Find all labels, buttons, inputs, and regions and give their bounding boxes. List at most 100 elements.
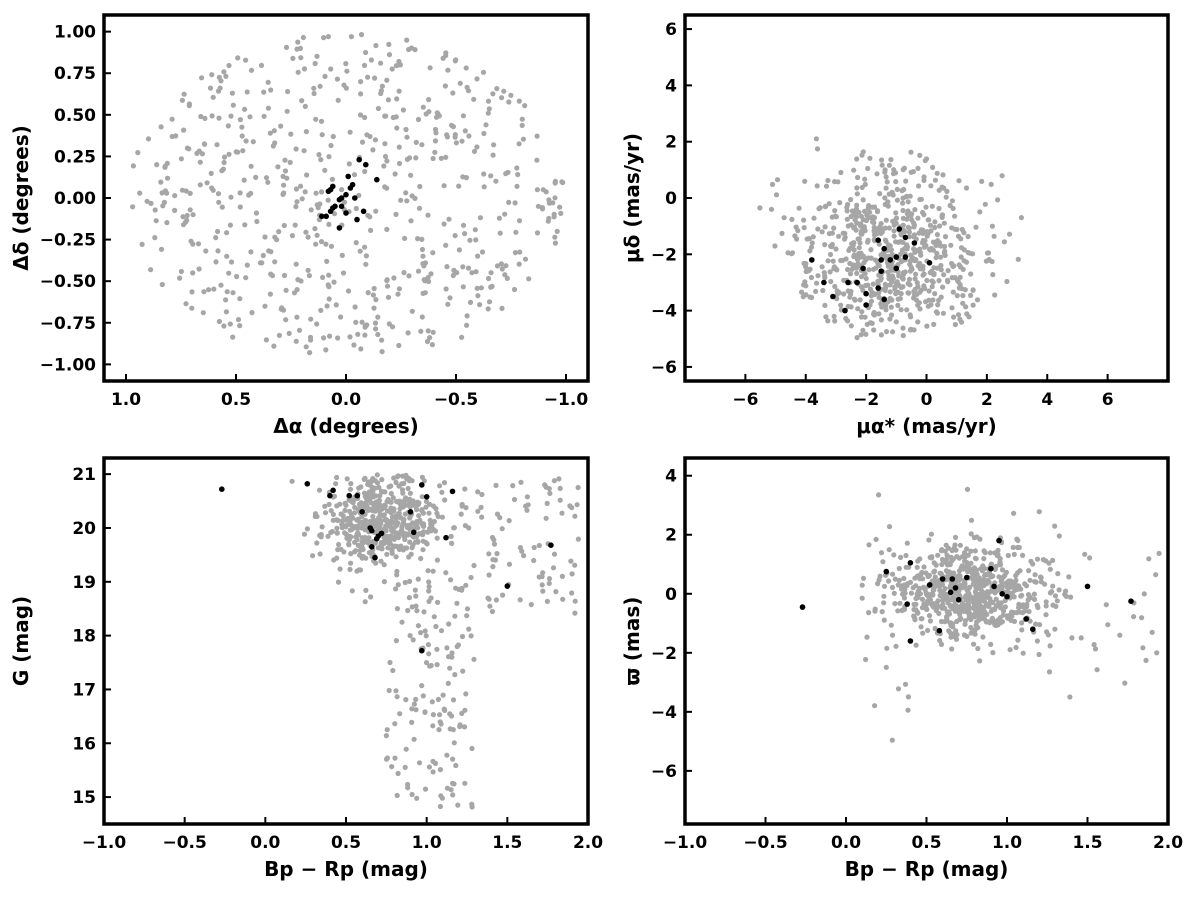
field-star-point — [912, 276, 918, 282]
field-star-point — [452, 233, 458, 239]
member-star-point — [338, 195, 345, 201]
field-star-point — [865, 255, 871, 261]
field-star-point — [237, 117, 243, 123]
field-star-point — [434, 510, 440, 516]
field-star-point — [848, 197, 854, 203]
field-star-point — [346, 161, 352, 167]
field-star-point — [854, 202, 860, 208]
field-star-point — [528, 601, 534, 608]
field-star-point — [872, 291, 878, 297]
field-star-point — [503, 171, 509, 177]
field-star-point — [223, 297, 229, 303]
field-star-point — [1033, 621, 1039, 627]
field-star-point — [322, 167, 328, 173]
field-star-point — [402, 764, 408, 771]
field-star-point — [357, 112, 364, 118]
field-star-point — [1007, 647, 1013, 653]
field-star-point — [464, 322, 470, 328]
field-star-point — [467, 237, 473, 243]
field-star-point — [552, 180, 558, 186]
field-star-point — [883, 284, 889, 290]
field-star-point — [1024, 601, 1030, 607]
field-star-point — [246, 192, 252, 198]
x-tick-label: 6 — [1102, 390, 1114, 410]
field-star-point — [418, 328, 424, 334]
field-star-point — [1082, 551, 1088, 557]
field-star-point — [265, 179, 271, 185]
y-tick-label: 0 — [665, 585, 677, 605]
field-star-point — [426, 579, 432, 585]
field-star-point — [413, 696, 419, 703]
field-star-point — [1068, 594, 1074, 600]
x-tick-label: 0.5 — [331, 833, 361, 853]
field-star-point — [516, 141, 522, 147]
field-star-point — [859, 184, 865, 190]
field-star-point — [398, 543, 404, 549]
field-star-point — [384, 517, 390, 524]
field-star-point — [546, 580, 552, 587]
field-star-point — [1014, 536, 1020, 542]
field-star-point — [1008, 617, 1014, 624]
field-star-point — [1091, 642, 1097, 648]
field-star-point — [447, 726, 453, 732]
field-star-point — [377, 502, 383, 508]
field-star-point — [392, 721, 398, 727]
field-star-point — [873, 536, 879, 543]
field-star-point — [1046, 560, 1052, 566]
field-star-point — [376, 484, 382, 491]
field-star-point — [218, 282, 224, 288]
field-star-point — [886, 524, 893, 530]
field-star-point — [931, 321, 937, 327]
field-star-point — [878, 332, 885, 338]
field-star-point — [303, 344, 309, 350]
field-star-point — [373, 519, 379, 525]
field-star-point — [419, 683, 425, 689]
field-star-point — [391, 275, 397, 281]
field-star-point — [923, 602, 929, 608]
field-star-point — [347, 515, 353, 521]
field-star-point — [427, 65, 433, 71]
field-star-point — [444, 645, 450, 651]
field-star-point — [398, 515, 404, 521]
field-star-point — [1052, 523, 1058, 529]
field-star-point — [298, 55, 304, 61]
field-star-point — [952, 321, 959, 328]
field-star-point — [1036, 651, 1042, 658]
member-star-point — [896, 226, 903, 232]
field-star-point — [425, 274, 431, 281]
field-star-point — [949, 260, 955, 267]
field-star-point — [921, 229, 927, 235]
field-star-point — [954, 632, 960, 638]
field-star-point — [815, 226, 821, 232]
field-star-point — [304, 526, 310, 532]
field-star-point — [1131, 614, 1137, 620]
field-star-point — [444, 752, 450, 758]
field-star-point — [488, 173, 494, 179]
field-star-point — [1000, 612, 1006, 618]
field-star-point — [471, 148, 478, 154]
field-star-point — [397, 506, 403, 512]
field-star-point — [871, 220, 877, 226]
field-star-point — [333, 302, 339, 308]
field-star-point — [187, 190, 193, 196]
field-star-point — [903, 552, 909, 559]
field-star-point — [423, 540, 429, 546]
field-star-point — [1056, 533, 1062, 539]
field-star-point — [373, 208, 379, 214]
field-star-point — [871, 327, 877, 333]
field-star-point — [822, 302, 828, 308]
field-star-point — [473, 269, 479, 275]
field-star-point — [497, 515, 503, 521]
field-star-point — [352, 304, 358, 310]
field-star-point — [819, 229, 825, 235]
field-star-point — [378, 60, 384, 66]
field-star-point — [534, 133, 540, 139]
field-star-point — [479, 514, 485, 520]
field-star-point — [889, 189, 895, 195]
field-star-point — [399, 487, 406, 493]
member-star-point — [1128, 598, 1134, 604]
field-star-point — [908, 264, 914, 270]
field-star-point — [892, 286, 898, 292]
field-star-point — [415, 576, 421, 582]
member-star-point — [443, 534, 449, 541]
